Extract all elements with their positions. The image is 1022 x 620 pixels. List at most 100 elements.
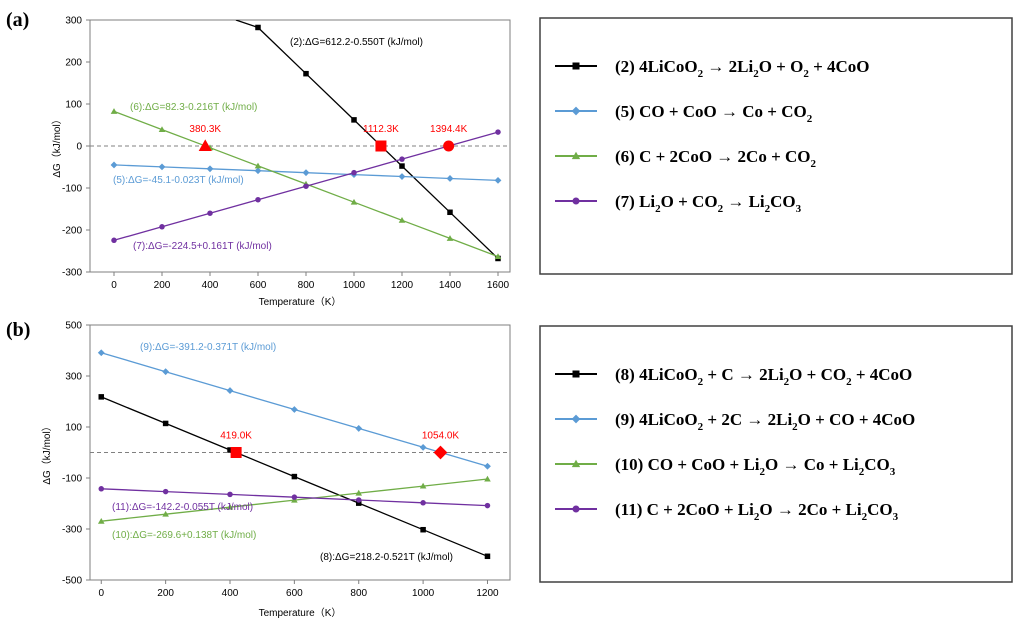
data-point [162,420,169,427]
crossing-label: 1112.3K [363,124,399,135]
data-point [494,253,502,260]
annotations-b: (8):ΔG=218.2-0.521T (kJ/mol) (9):ΔG=-391.… [112,342,459,563]
x-axis-label-a: Temperature（K） [259,296,342,308]
data-point [291,494,298,500]
x-tick-label: 200 [157,588,174,599]
data-point [351,169,357,176]
data-point [162,488,169,495]
data-point [98,486,105,492]
legend-marker [571,459,581,468]
data-point [111,237,117,244]
legend-b: (8) 4LiCoO2 + C → 2Li2O + CO2 + 4CoO (9) … [555,365,915,523]
data-point [255,24,261,31]
legend-text-part: + 2C → 2Li [703,410,792,429]
legend-box-a [539,17,1013,275]
data-point [495,129,501,135]
y-tick-label: -200 [62,226,82,237]
legend-entry: (11) C + 2CoO + Li2O → 2Co + Li2CO3 [615,500,899,523]
legend-text-part: O + CO [661,192,718,211]
legend-entry: (8) 4LiCoO2 + C → 2Li2O + CO2 + 4CoO [615,365,912,388]
equation-label: (10):ΔG=-269.6+0.138T (kJ/mol) [112,530,256,541]
plot-area-b [97,349,491,560]
plot-area-a [110,20,502,262]
data-point [494,176,502,184]
data-point [291,473,298,480]
legend-subscript: 2 [859,466,865,478]
legend-subscript: 2 [698,376,704,388]
x-tick-label: 800 [350,588,367,599]
equation-label: (2):ΔG=612.2-0.550T (kJ/mol) [290,37,423,48]
panel-label-b: (b) [6,319,30,341]
data-point [290,406,298,413]
legend-subscript: 2 [753,68,759,80]
y-tick-label: -500 [62,576,82,587]
x-tick-label: 600 [250,280,267,291]
x-tick-label: 1200 [476,588,499,599]
data-point [303,70,309,77]
legend-text-part: O → Co + Li [765,455,859,474]
legend-marker [572,505,580,513]
data-point [419,482,427,489]
legend-text-part: O → 2Co + Li [759,500,862,519]
data-point [110,161,118,169]
data-point [303,183,309,189]
panel-b: (b) -500 -300 -100 100 300 500 0 200 400 600 800 10… [6,319,1013,619]
legend-marker [571,414,581,424]
legend-text-part: + C → 2Li [703,365,784,384]
crossing-label: 1394.4K [430,124,468,135]
equation-label: (9):ΔG=-391.2-0.371T (kJ/mol) [140,342,276,353]
data-point [350,198,358,205]
legend-text-part: → 2Li [703,57,753,76]
crossing-marker [375,140,387,152]
data-point [158,163,166,171]
legend-text-part: (8) 4LiCoO [615,365,698,384]
legend-text-part: O + O [759,57,804,76]
x-tick-label: 1000 [343,280,366,291]
legend-text-part: (10) CO + CoO + Li [615,455,760,474]
data-point [398,173,406,180]
data-point [207,210,213,216]
equation-label: (8):ΔG=218.2-0.521T (kJ/mol) [320,552,453,563]
legend-subscript: 2 [718,203,724,215]
data-point [351,117,357,123]
legend-marker [572,62,580,70]
legend-entry: (6) C + 2CoO → 2Co + CO2 [615,147,817,170]
x-tick-label: 1200 [391,280,414,291]
data-point [206,165,214,173]
legend-text-part: → Li [723,192,765,211]
x-axis-label-b: Temperature（K） [259,607,342,619]
x-tick-label: 1600 [487,280,510,291]
data-point [420,526,426,533]
legend-subscript: 2 [807,113,813,125]
legend-entry: (2) 4LiCoO2 → 2Li2O + O2 + 4CoO [615,57,870,80]
data-point [110,108,118,114]
data-point [162,510,169,517]
data-point [227,491,233,498]
legend-subscript: 3 [796,203,802,215]
y-tick-label: 500 [65,321,82,332]
legend-entry: (9) 4LiCoO2 + 2C → 2Li2O + CO + 4CoO [615,410,915,433]
crossing-label: 1054.0K [422,431,460,442]
x-tick-label: 600 [286,588,303,599]
data-point [97,349,105,357]
data-point [484,475,491,482]
x-tick-label: 1400 [439,280,462,291]
y-tick-label: 100 [65,100,82,111]
legend-subscript: 2 [811,158,817,170]
data-point [159,224,165,230]
crossing-label: 419.0K [220,431,252,442]
legend-text-part: (9) 4LiCoO [615,410,698,429]
legend-subscript: 2 [765,203,771,215]
x-tick-label: 1000 [412,588,435,599]
y-tick-label: -300 [62,268,82,279]
legend-subscript: 2 [792,421,798,433]
legend-subscript: 2 [754,511,760,523]
crossing-marker [230,447,242,458]
data-point [446,235,454,241]
data-point [255,196,261,203]
legend-marker [572,197,580,205]
legend-subscript: 2 [698,421,704,433]
legend-text-part: (6) C + 2CoO → 2Co + CO [615,147,811,166]
y-tick-label: 0 [76,142,82,153]
